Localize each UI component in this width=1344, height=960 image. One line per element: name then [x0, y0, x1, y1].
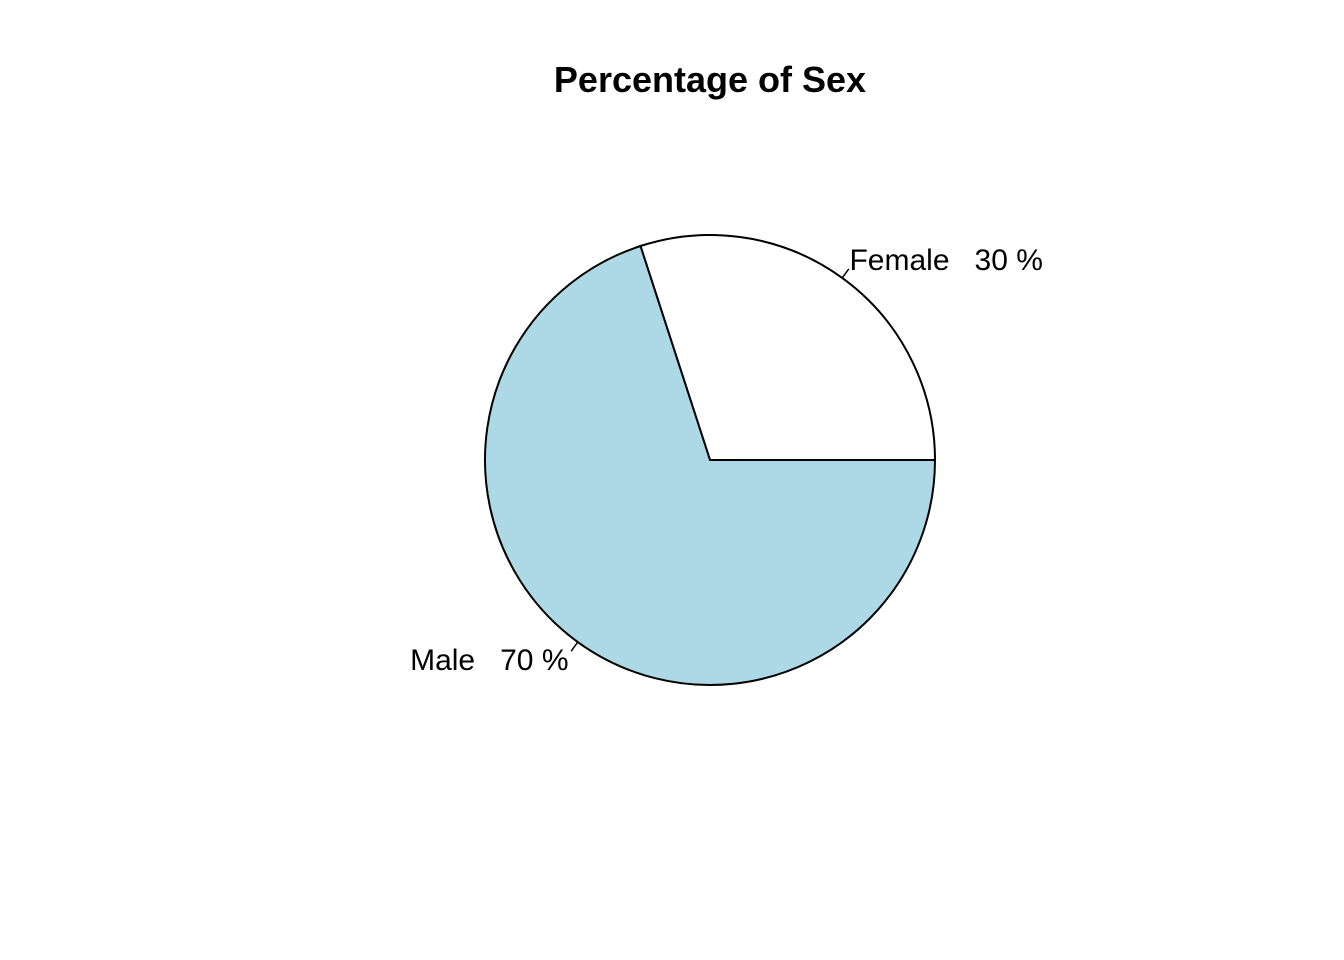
labels-layer: Female 30 % Male 70 %	[410, 244, 1043, 677]
chart-title: Percentage of Sex	[554, 59, 866, 100]
pie-slice-male	[484, 244, 937, 686]
slice-label-female: Female 30 %	[849, 244, 1042, 277]
slice-label-male: Male 70 %	[410, 644, 568, 677]
slices-layer	[484, 234, 937, 686]
leader-line-male	[570, 641, 579, 652]
leader-line-female	[841, 268, 850, 279]
